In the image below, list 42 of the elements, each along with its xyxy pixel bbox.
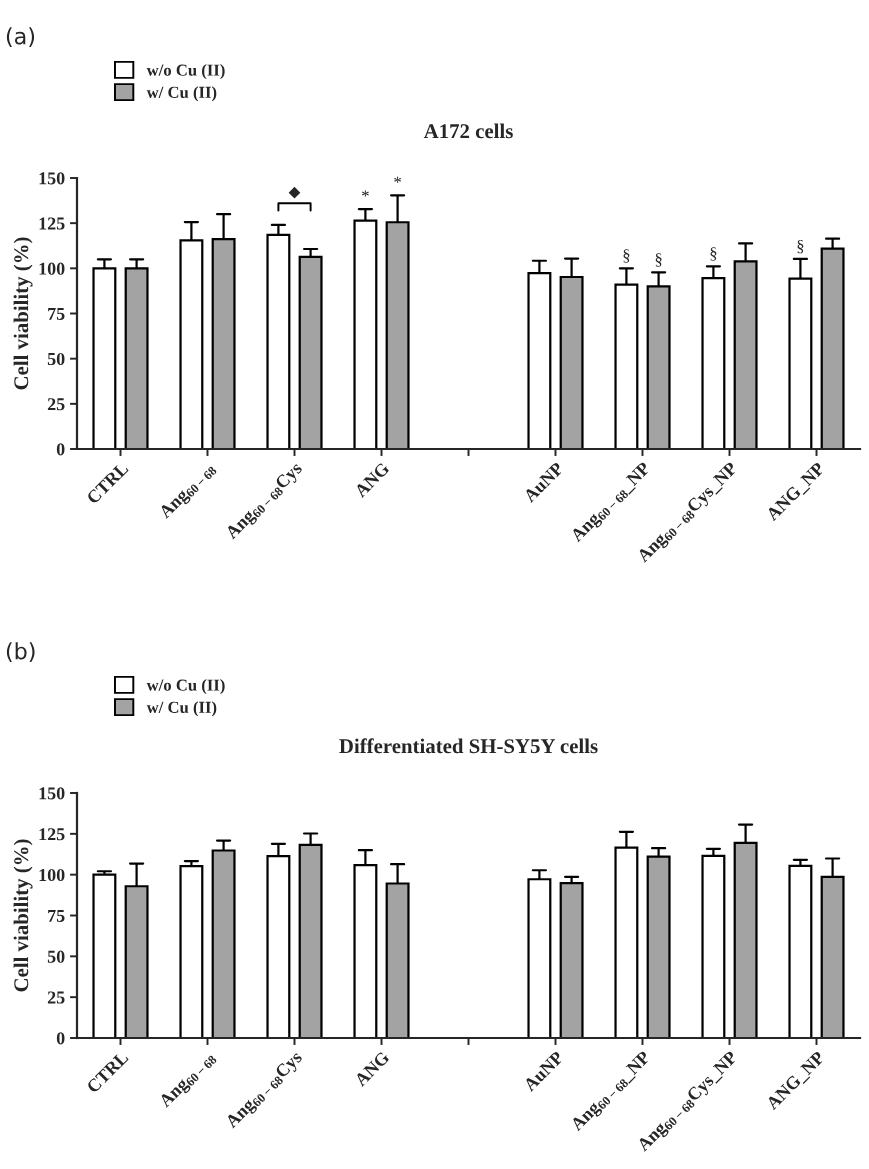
legend-label: w/o Cu (II) — [146, 679, 225, 695]
bar — [92, 873, 117, 1038]
x-tick-label: Ang$_{60−68}$ — [158, 1050, 219, 1111]
x-tick-label: Ang$_{60−68}$Cys — [224, 1050, 306, 1132]
bar — [788, 864, 813, 1038]
legend-label: w/o Cu (II) — [146, 64, 225, 80]
x-tick-label: Ang$_{60−68}$ — [158, 461, 219, 522]
data-label: * — [362, 190, 369, 197]
y-tick-label: 150 — [39, 787, 65, 800]
data-label: § — [710, 247, 717, 261]
x-tick-label: Ang$_{60−68}$_NP — [569, 461, 651, 543]
bar — [179, 865, 204, 1038]
y-tick-label: 25 — [47, 398, 65, 411]
y-tick-label: 50 — [47, 352, 65, 366]
y-tick-label: 100 — [39, 262, 65, 275]
y-axis-title: Cell viability (%) — [13, 839, 33, 992]
y-tick-label: 0 — [56, 1032, 65, 1045]
y-tick-label: 100 — [39, 868, 65, 882]
text: (a) — [6, 27, 35, 48]
y-tick-label: 25 — [47, 991, 65, 1004]
x-tick-label: Ang$_{60−68}$_NP — [569, 1050, 651, 1132]
chart-title: A172 cells — [423, 123, 513, 139]
legend-label: w/ Cu (II) — [146, 86, 217, 102]
chart-title: Differentiated SH-SY5Y cells — [339, 738, 598, 754]
data-label: § — [623, 249, 630, 263]
y-tick-label: 0 — [56, 443, 65, 456]
annotation: ◆ — [288, 186, 301, 199]
y-axis-title: Cell viability (%) — [13, 237, 33, 390]
data-label: § — [655, 253, 662, 267]
y-tick-label: 50 — [47, 950, 65, 963]
data-label: § — [797, 239, 804, 254]
y-tick-label: 75 — [48, 307, 65, 320]
data-label: * — [394, 176, 401, 183]
x-tick-label: Ang$_{60−68}$Cys — [224, 461, 306, 543]
y-tick-label: 75 — [48, 909, 65, 922]
y-tick-label: 125 — [39, 217, 65, 230]
bar — [559, 882, 584, 1038]
text: (b) — [6, 642, 35, 663]
legend-label: w/ Cu (II) — [146, 701, 217, 717]
y-tick-label: 150 — [39, 172, 65, 185]
bar — [701, 854, 726, 1038]
y-tick-label: 125 — [39, 828, 65, 841]
